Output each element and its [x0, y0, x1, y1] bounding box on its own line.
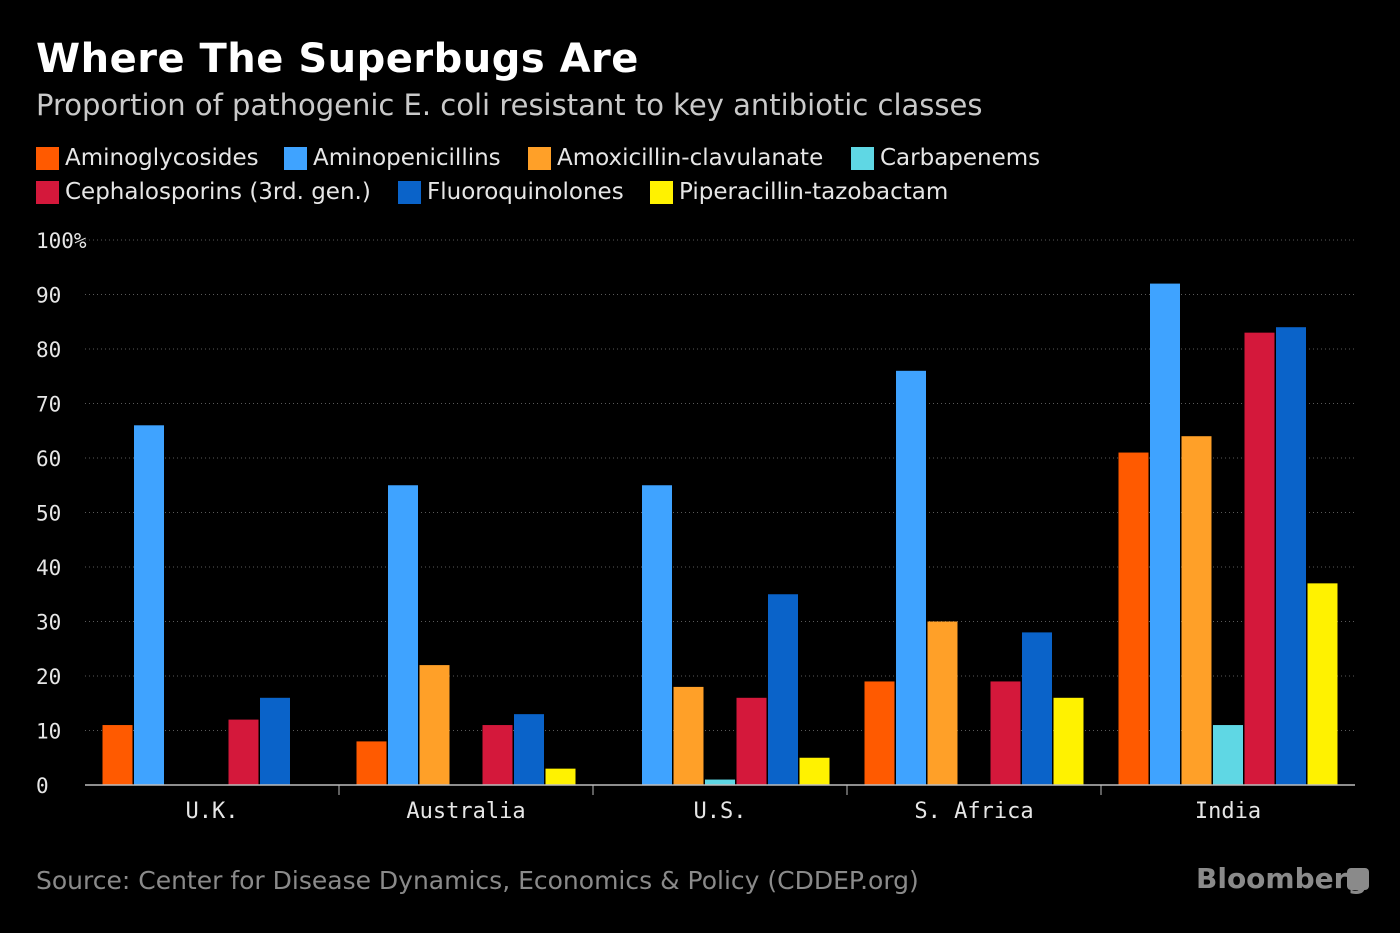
chart-subtitle: Proportion of pathogenic E. coli resista…	[36, 88, 983, 122]
y-tick-label: 80	[36, 338, 61, 362]
bar	[545, 768, 576, 785]
legend-label: Piperacillin-tazobactam	[679, 179, 949, 205]
legend-swatch	[528, 146, 551, 170]
bar	[388, 485, 418, 785]
bar	[1307, 583, 1338, 785]
y-tick-label: 60	[36, 447, 61, 471]
chart-title: Where The Superbugs Are	[36, 36, 639, 82]
x-tick-label: India	[1195, 799, 1261, 824]
legend-swatch	[36, 146, 59, 170]
bar	[768, 594, 798, 785]
bar	[419, 665, 450, 785]
x-tick-label: U.S.	[694, 799, 747, 824]
y-tick-label: 70	[36, 393, 61, 417]
legend-item-aminoglycosides: Aminoglycosides	[36, 145, 259, 171]
bar	[642, 485, 672, 785]
bar	[1244, 332, 1275, 785]
bar	[228, 719, 259, 785]
bar	[896, 370, 926, 785]
bar	[799, 757, 830, 785]
bar	[1053, 697, 1084, 785]
bloomberg-icon	[1347, 868, 1369, 890]
bar	[705, 779, 735, 785]
bar	[260, 697, 290, 785]
bar	[990, 681, 1021, 785]
legend-label: Amoxicillin-clavulanate	[557, 145, 824, 171]
x-tick-label: U.K.	[186, 799, 239, 824]
legend-swatch	[851, 146, 874, 170]
legend-swatch	[284, 146, 307, 170]
bar	[1150, 283, 1180, 785]
x-tick-label: Australia	[406, 799, 525, 824]
bar	[482, 725, 513, 785]
legend-label: Aminoglycosides	[65, 145, 259, 171]
brand-logo: Bloomberg	[1196, 862, 1368, 895]
legend-label: Aminopenicillins	[313, 145, 501, 171]
bar	[736, 697, 767, 785]
y-tick-label: 0	[36, 774, 49, 798]
bar	[864, 681, 895, 785]
bar	[102, 725, 133, 785]
bar	[1118, 452, 1149, 785]
legend-label: Fluoroquinolones	[427, 179, 624, 205]
legend-item-cephalosporins: Cephalosporins (3rd. gen.)	[36, 179, 371, 205]
legend-label: Carbapenems	[880, 145, 1041, 171]
bar	[514, 714, 544, 785]
legend-item-fluoroquinolones: Fluoroquinolones	[398, 179, 624, 205]
legend-item-carbapenems: Carbapenems	[851, 145, 1040, 171]
bar	[134, 425, 164, 785]
legend-item-piperacillin-tazobactam: Piperacillin-tazobactam	[650, 179, 948, 205]
source-note: Source: Center for Disease Dynamics, Eco…	[36, 866, 919, 895]
y-tick-label: 30	[36, 611, 61, 635]
bar	[1022, 632, 1052, 785]
x-tick-label: S. Africa	[914, 799, 1033, 824]
bar	[1276, 327, 1306, 785]
bar	[1181, 436, 1212, 785]
y-tick-label: 90	[36, 284, 61, 308]
y-tick-label: 40	[36, 556, 61, 580]
legend-swatch	[650, 180, 673, 204]
bar	[356, 741, 387, 785]
bar	[1213, 725, 1243, 785]
bar	[673, 686, 704, 785]
legend-item-aminopenicillins: Aminopenicillins	[284, 145, 501, 171]
legend-label: Cephalosporins (3rd. gen.)	[65, 179, 371, 205]
y-tick-label: 50	[36, 502, 61, 526]
legend-swatch	[36, 180, 59, 204]
legend-item-amoxicillin-clavulanate: Amoxicillin-clavulanate	[528, 145, 823, 171]
legend-swatch	[398, 180, 421, 204]
y-tick-label: 100%	[36, 229, 87, 253]
bar	[927, 621, 958, 785]
y-tick-label: 10	[36, 720, 61, 744]
y-tick-label: 20	[36, 665, 61, 689]
